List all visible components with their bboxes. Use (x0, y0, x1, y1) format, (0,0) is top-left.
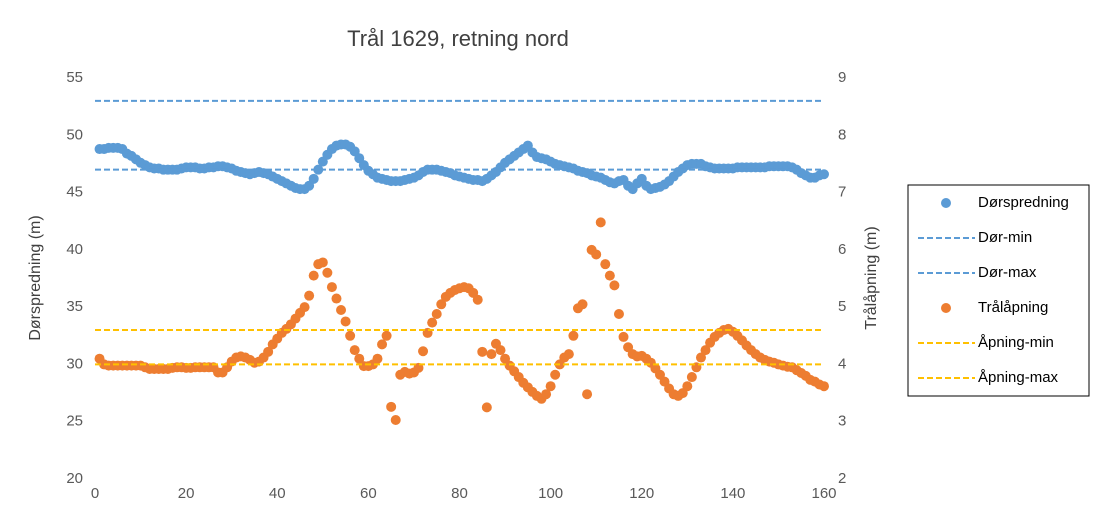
data-point (700, 345, 711, 356)
chart-title: Trål 1629, retning nord (347, 26, 569, 51)
data-point (486, 349, 497, 360)
y2-tick-label: 9 (838, 69, 846, 86)
data-point (340, 316, 351, 327)
y-tick-label: 25 (66, 413, 83, 430)
data-point (563, 349, 574, 360)
data-point (381, 330, 392, 341)
x-tick-label: 120 (629, 485, 654, 502)
y-tick-label: 35 (66, 298, 83, 315)
data-point (331, 293, 342, 304)
data-point (477, 346, 488, 357)
data-point (819, 169, 829, 180)
data-point (308, 270, 319, 281)
data-point (299, 302, 310, 313)
y-tick-label: 40 (66, 241, 83, 258)
data-point (436, 299, 447, 310)
data-point (604, 270, 615, 281)
data-point (819, 381, 829, 392)
data-point (390, 414, 401, 425)
data-point (418, 346, 429, 357)
data-point (386, 401, 397, 412)
data-point (336, 305, 347, 316)
y2-tick-label: 5 (838, 298, 846, 315)
y-tick-label: 55 (66, 69, 83, 86)
y-tick-label: 30 (66, 355, 83, 372)
data-point (372, 353, 383, 364)
y2-tick-label: 2 (838, 470, 846, 487)
legend-label: Dør-max (978, 264, 1037, 281)
data-point (345, 330, 356, 341)
legend-label: Åpning-min (978, 334, 1054, 351)
y2-axis-title: Trålåpning (m) (862, 226, 880, 329)
y2-tick-label: 6 (838, 241, 846, 258)
x-tick-label: 80 (451, 485, 468, 502)
data-point (591, 249, 602, 260)
legend-label: Dørspredning (978, 194, 1069, 211)
y-tick-label: 20 (66, 470, 83, 487)
data-point (609, 280, 620, 291)
y2-tick-label: 4 (838, 355, 846, 372)
x-tick-label: 40 (269, 485, 286, 502)
data-point (354, 353, 365, 364)
legend-label: Åpning-max (978, 369, 1059, 386)
data-point (682, 381, 693, 392)
data-point (577, 299, 588, 310)
data-point (326, 282, 337, 293)
data-point (304, 290, 315, 301)
x-tick-label: 160 (811, 485, 836, 502)
legend-swatch (941, 198, 951, 208)
data-point (481, 402, 492, 413)
legend-box (907, 184, 1090, 397)
data-point (541, 389, 552, 400)
y2-tick-label: 7 (838, 184, 846, 201)
data-point (308, 173, 319, 184)
data-point (427, 317, 438, 328)
data-point (613, 309, 624, 320)
legend-label: Trålåpning (978, 299, 1048, 316)
y-tick-label: 45 (66, 184, 83, 201)
data-point (595, 217, 606, 228)
data-point (686, 372, 697, 383)
y-tick-label: 50 (66, 126, 83, 143)
data-point (568, 330, 579, 341)
data-point (545, 381, 556, 392)
data-point (550, 369, 561, 380)
x-tick-label: 20 (178, 485, 195, 502)
data-point (495, 345, 506, 356)
data-point (600, 259, 611, 270)
x-tick-label: 60 (360, 485, 377, 502)
data-point (313, 164, 324, 175)
data-point (582, 389, 593, 400)
x-tick-label: 100 (538, 485, 563, 502)
data-point (317, 257, 328, 268)
legend-swatch (941, 303, 951, 313)
y2-tick-label: 3 (838, 413, 846, 430)
data-point (322, 267, 333, 278)
data-point (431, 309, 442, 320)
data-point (695, 352, 706, 363)
y2-tick-label: 8 (838, 126, 846, 143)
data-point (349, 345, 360, 356)
y-axis-title: Dørspredning (m) (27, 215, 44, 340)
legend-label: Dør-min (978, 229, 1032, 246)
data-point (377, 339, 388, 350)
data-point (618, 331, 629, 342)
data-point (263, 346, 274, 357)
data-point (472, 294, 483, 305)
x-tick-label: 0 (91, 485, 99, 502)
x-tick-label: 140 (720, 485, 745, 502)
